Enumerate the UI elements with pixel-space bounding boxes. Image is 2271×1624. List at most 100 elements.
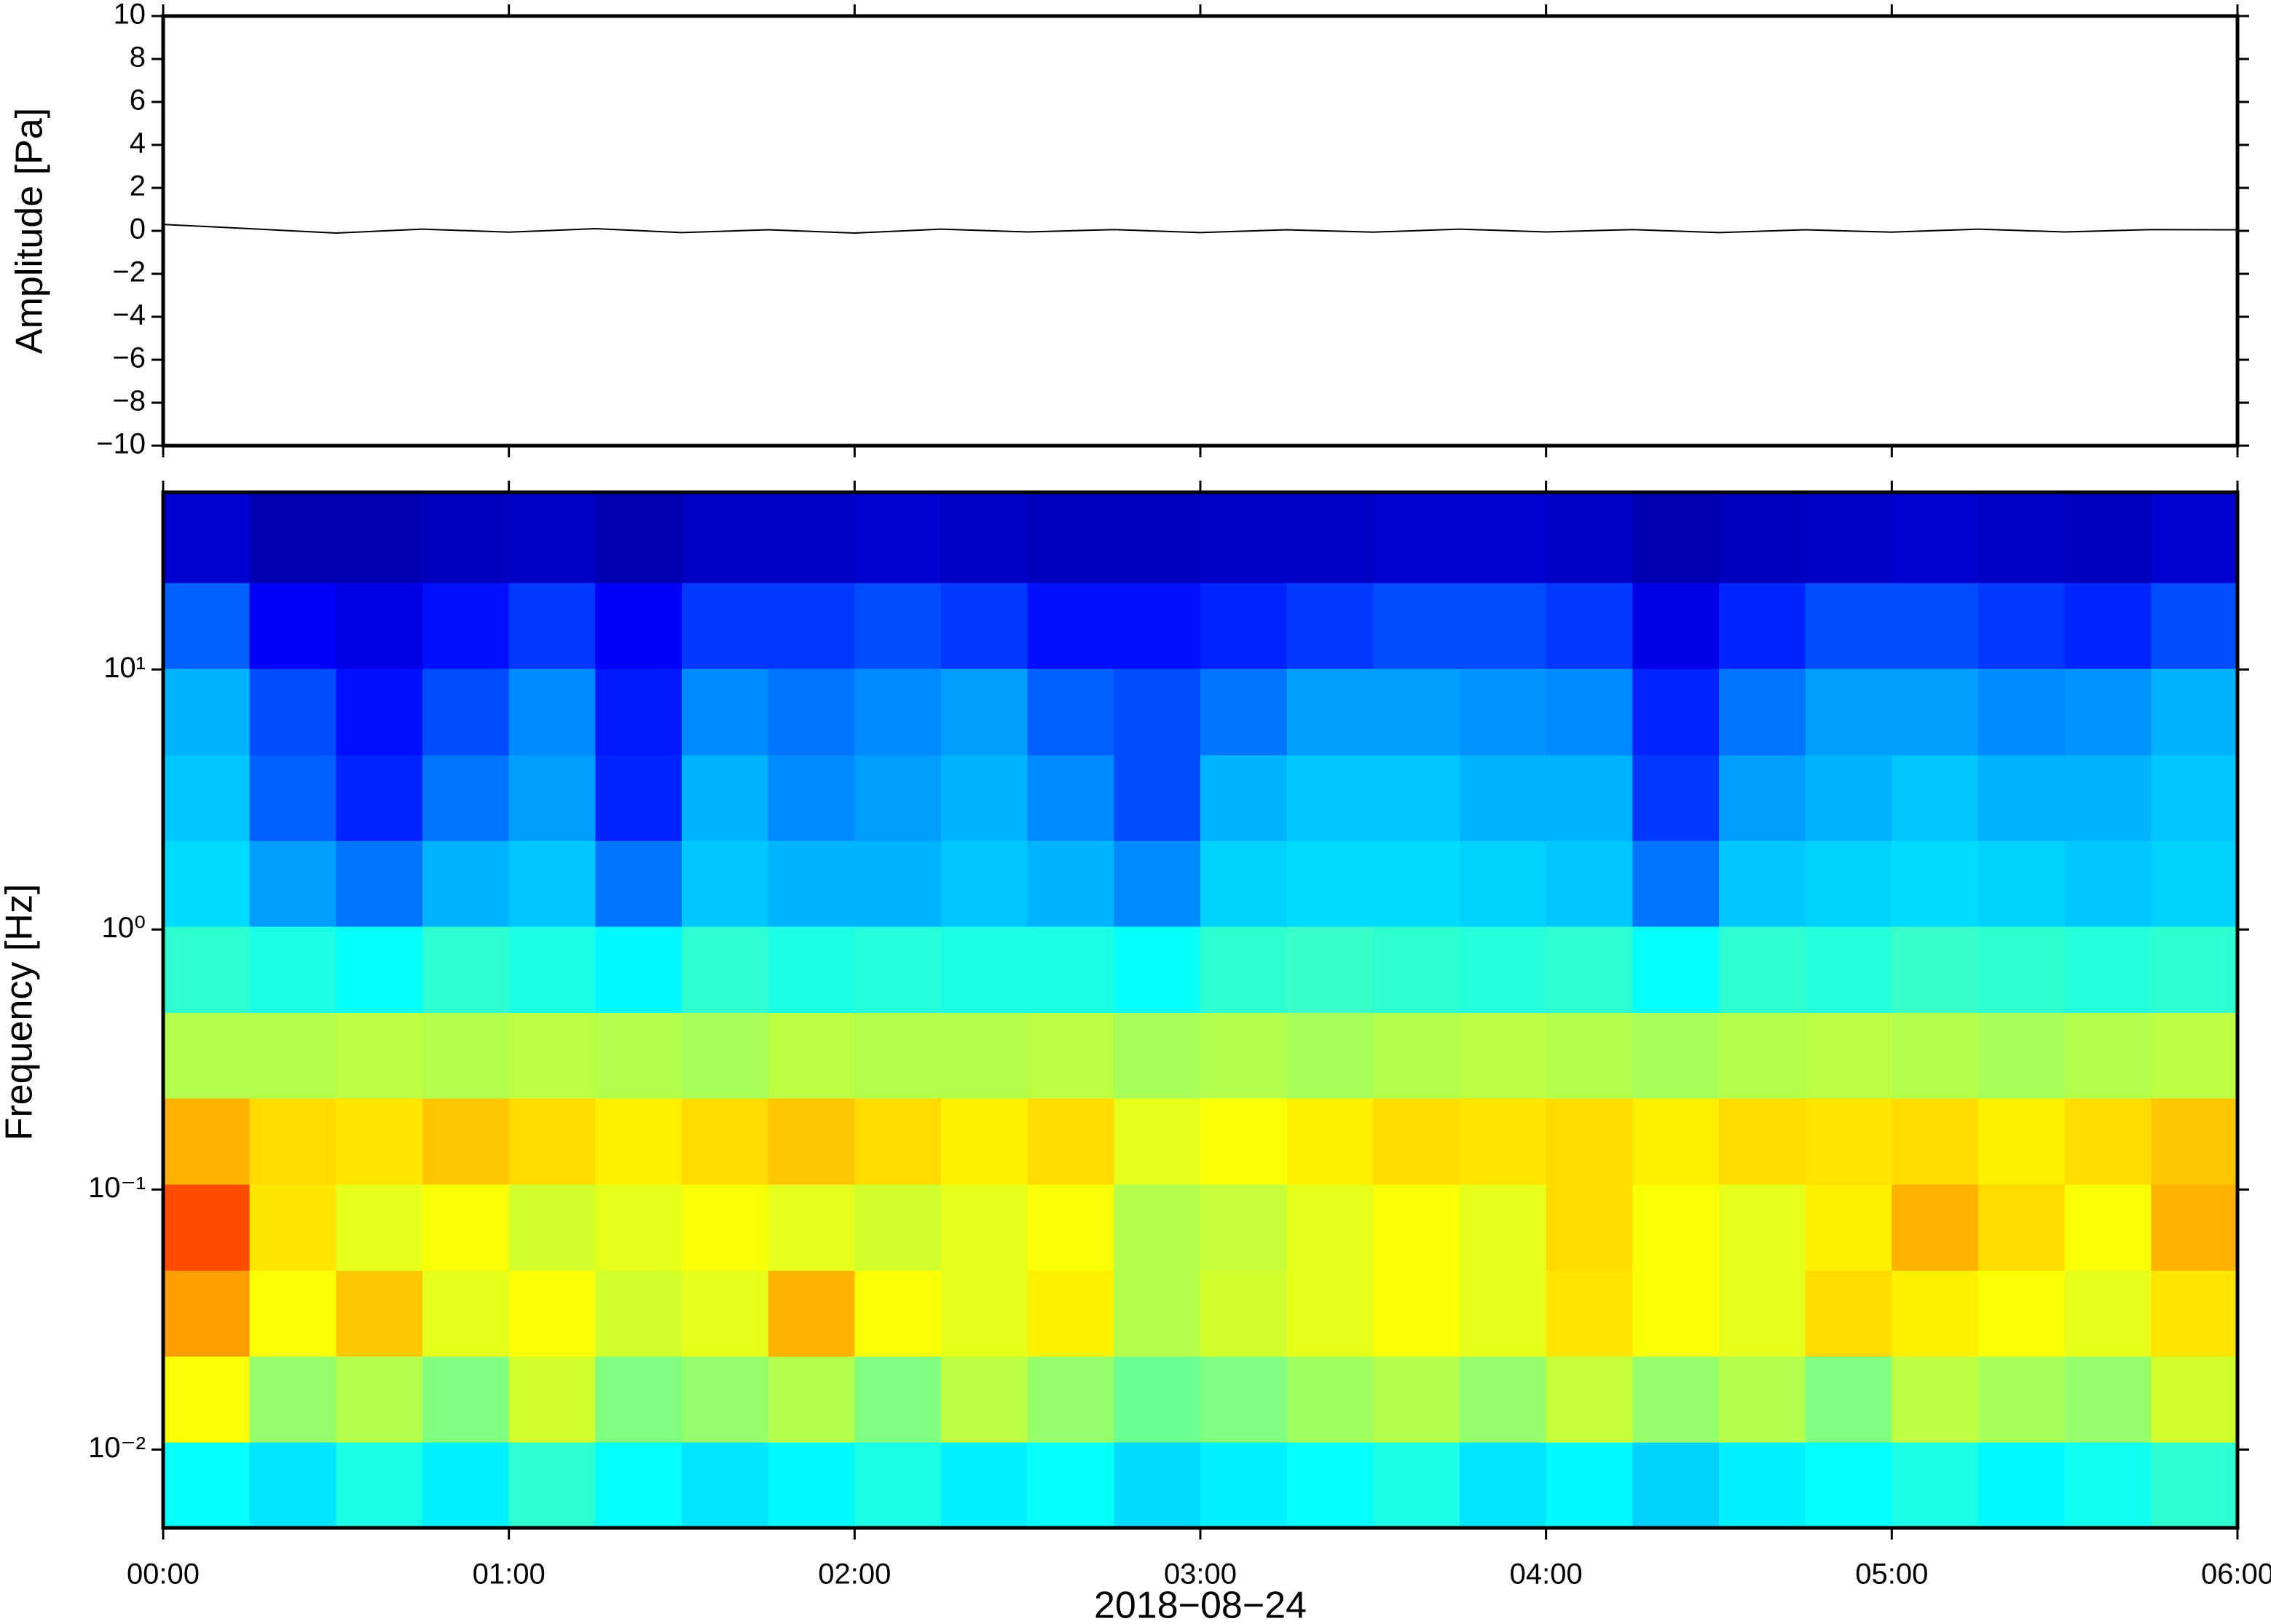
heatmap-cell bbox=[1978, 1442, 2066, 1529]
heatmap-cell bbox=[941, 582, 1028, 669]
x-tick-label: 00:00 bbox=[127, 1558, 200, 1591]
heatmap-cell bbox=[1027, 1442, 1115, 1529]
heatmap-cell bbox=[595, 926, 682, 1013]
heatmap-cell bbox=[682, 1183, 769, 1271]
heatmap-cell bbox=[249, 1270, 337, 1357]
heatmap-cell bbox=[508, 668, 597, 756]
heatmap-cell bbox=[1892, 668, 1979, 756]
heatmap-cell bbox=[1632, 1442, 1720, 1529]
heatmap-cell bbox=[1719, 582, 1806, 669]
heatmap-cell bbox=[1632, 1270, 1720, 1357]
heatmap-cell bbox=[854, 1356, 942, 1443]
heatmap-cell bbox=[1200, 1442, 1288, 1529]
heatmap-cell bbox=[422, 492, 510, 583]
heatmap-cell bbox=[682, 840, 769, 927]
heatmap-cell bbox=[1632, 840, 1720, 927]
heatmap-cell bbox=[249, 1012, 337, 1099]
heatmap-cell bbox=[1027, 1012, 1115, 1099]
heatmap-cell bbox=[249, 1442, 337, 1529]
heatmap-cell bbox=[1460, 668, 1547, 756]
heatmap-cell bbox=[1286, 926, 1374, 1013]
heatmap-cell bbox=[768, 582, 856, 669]
heatmap-cell bbox=[1114, 492, 1201, 583]
y-tick-label: −10 bbox=[96, 428, 146, 460]
heatmap-cell bbox=[595, 1097, 682, 1185]
heatmap-cell bbox=[508, 840, 597, 927]
heatmap-cell bbox=[1114, 926, 1201, 1013]
heatmap-cell bbox=[249, 840, 337, 927]
heatmap-cell bbox=[682, 1442, 769, 1529]
heatmap-cell bbox=[163, 492, 251, 583]
heatmap-cell bbox=[768, 1270, 856, 1357]
heatmap-cell bbox=[1892, 926, 1979, 1013]
heatmap-cell bbox=[768, 840, 856, 927]
y-tick-label: 10⁻¹ bbox=[88, 1172, 146, 1204]
heatmap-cell bbox=[508, 1270, 597, 1357]
heatmap-cell bbox=[854, 1442, 942, 1529]
heatmap-cell bbox=[854, 1097, 942, 1185]
heatmap-cell bbox=[1546, 754, 1634, 841]
heatmap-cell bbox=[422, 582, 510, 669]
heatmap-cell bbox=[1978, 1097, 2066, 1185]
waveform bbox=[162, 224, 2238, 234]
x-axis-title: 2018−08−24 bbox=[1094, 1585, 1307, 1624]
heatmap-cell bbox=[1892, 492, 1979, 583]
heatmap-cell bbox=[1546, 492, 1634, 583]
y-axis-title: Frequency [Hz] bbox=[0, 884, 41, 1141]
heatmap-cell bbox=[854, 840, 942, 927]
heatmap-cell bbox=[1719, 754, 1806, 841]
heatmap-cell bbox=[854, 668, 942, 756]
heatmap-cell bbox=[1805, 582, 1893, 669]
heatmap-cell bbox=[1546, 1183, 1634, 1271]
heatmap-cell bbox=[854, 1270, 942, 1357]
heatmap-cell bbox=[2064, 926, 2152, 1013]
heatmap-cell bbox=[1460, 582, 1547, 669]
heatmap-cell bbox=[1114, 1356, 1201, 1443]
heatmap-cell bbox=[941, 1356, 1028, 1443]
heatmap-cell bbox=[1978, 492, 2066, 583]
heatmap-cell bbox=[1719, 1270, 1806, 1357]
heatmap-cell bbox=[508, 1012, 597, 1099]
heatmap-cell bbox=[163, 582, 251, 669]
heatmap-cell bbox=[1373, 1442, 1460, 1529]
heatmap-cell bbox=[1632, 492, 1720, 583]
heatmap-cell bbox=[595, 582, 682, 669]
heatmap-cell bbox=[595, 1442, 682, 1529]
heatmap-cell bbox=[163, 1442, 251, 1529]
heatmap-cell bbox=[336, 668, 423, 756]
heatmap-cell bbox=[595, 668, 682, 756]
heatmap-cell bbox=[768, 1012, 856, 1099]
heatmap-cell bbox=[682, 668, 769, 756]
heatmap-cell bbox=[1805, 1442, 1893, 1529]
heatmap-cell bbox=[508, 754, 597, 841]
heatmap-cell bbox=[1373, 1270, 1460, 1357]
heatmap-cell bbox=[2151, 668, 2238, 756]
heatmap-cell bbox=[1200, 1097, 1288, 1185]
heatmap-cell bbox=[422, 1270, 510, 1357]
heatmap-cell bbox=[249, 492, 337, 583]
heatmap-cell bbox=[1978, 840, 2066, 927]
heatmap-cell bbox=[508, 1097, 597, 1185]
heatmap-cell bbox=[1632, 754, 1720, 841]
heatmap-cell bbox=[1719, 1356, 1806, 1443]
heatmap-cell bbox=[941, 840, 1028, 927]
heatmap-cell bbox=[1632, 1183, 1720, 1271]
heatmap-cell bbox=[595, 1012, 682, 1099]
heatmap-cell bbox=[854, 492, 942, 583]
heatmap-cell bbox=[768, 492, 856, 583]
heatmap-cell bbox=[595, 492, 682, 583]
heatmap-cell bbox=[2151, 1183, 2238, 1271]
heatmap-cell bbox=[336, 1270, 423, 1357]
heatmap-cell bbox=[422, 1183, 510, 1271]
heatmap-cell bbox=[595, 1270, 682, 1357]
heatmap-cell bbox=[1892, 1183, 1979, 1271]
heatmap-cell bbox=[1805, 1356, 1893, 1443]
heatmap-cell bbox=[1719, 492, 1806, 583]
heatmap-cell bbox=[1200, 668, 1288, 756]
heatmap-cell bbox=[1027, 1097, 1115, 1185]
heatmap-cell bbox=[1286, 1442, 1374, 1529]
heatmap-cell bbox=[1373, 1097, 1460, 1185]
heatmap-cell bbox=[422, 926, 510, 1013]
heatmap-cell bbox=[1805, 492, 1893, 583]
